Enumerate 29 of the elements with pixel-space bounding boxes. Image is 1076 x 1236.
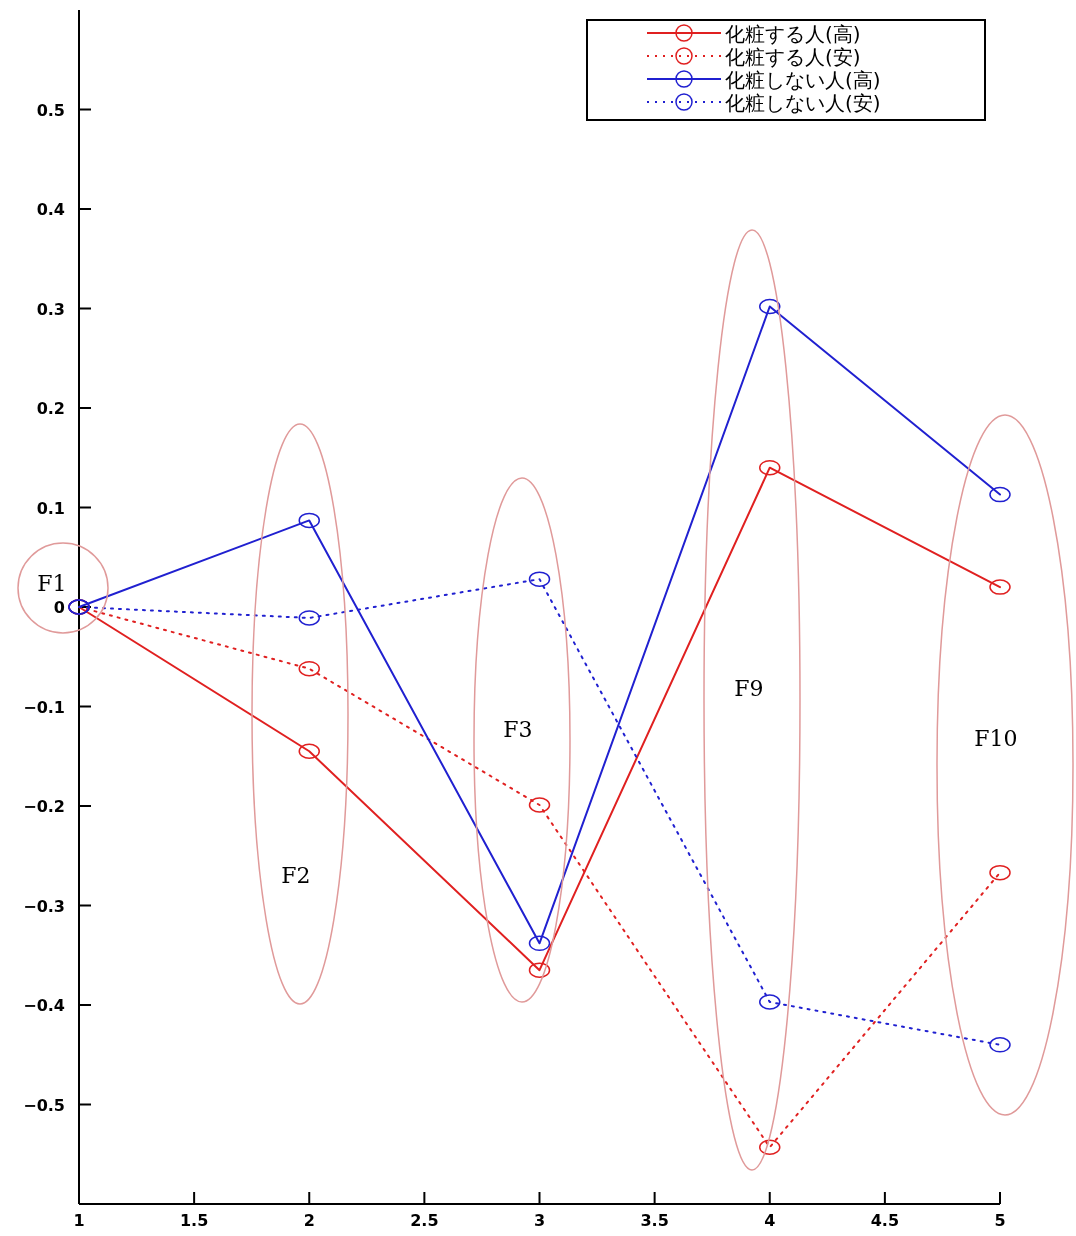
- y-tick-label: −0.5: [23, 1095, 65, 1115]
- annotation: F3: [503, 717, 533, 742]
- x-tick-label: 4.5: [870, 1211, 900, 1230]
- y-tick-label: 0.2: [36, 399, 65, 418]
- x-tick-label: 3.5: [640, 1211, 669, 1230]
- annotation: F10: [974, 726, 1018, 751]
- x-tick-label: 4: [764, 1211, 776, 1230]
- legend-label: 化粧する人(高): [725, 22, 861, 46]
- y-tick-label: 0.3: [36, 299, 65, 319]
- annotation: F2: [281, 863, 311, 888]
- y-tick-label: −0.4: [23, 996, 65, 1015]
- x-tick-label: 5: [994, 1211, 1006, 1230]
- x-tick-label: 3: [533, 1211, 546, 1230]
- x-tick-label: 2: [303, 1211, 315, 1230]
- y-tick-label: −0.2: [23, 797, 65, 816]
- x-tick-label: 1.5: [179, 1211, 209, 1230]
- x-tick-label: 1: [73, 1211, 85, 1230]
- y-tick-label: −0.3: [23, 896, 65, 916]
- legend-label: 化粧する人(安): [725, 45, 861, 69]
- legend-label: 化粧しない人(安): [725, 91, 881, 115]
- y-tick-label: 0: [53, 598, 65, 617]
- annotation: F9: [734, 676, 764, 701]
- y-tick-label: 0.1: [36, 498, 65, 518]
- legend-label: 化粧しない人(高): [725, 68, 881, 92]
- y-tick-label: 0.4: [36, 200, 65, 219]
- x-tick-label: 2.5: [410, 1211, 439, 1230]
- y-tick-label: 0.5: [36, 100, 65, 120]
- y-tick-label: −0.1: [23, 697, 65, 717]
- text: F1: [37, 571, 67, 596]
